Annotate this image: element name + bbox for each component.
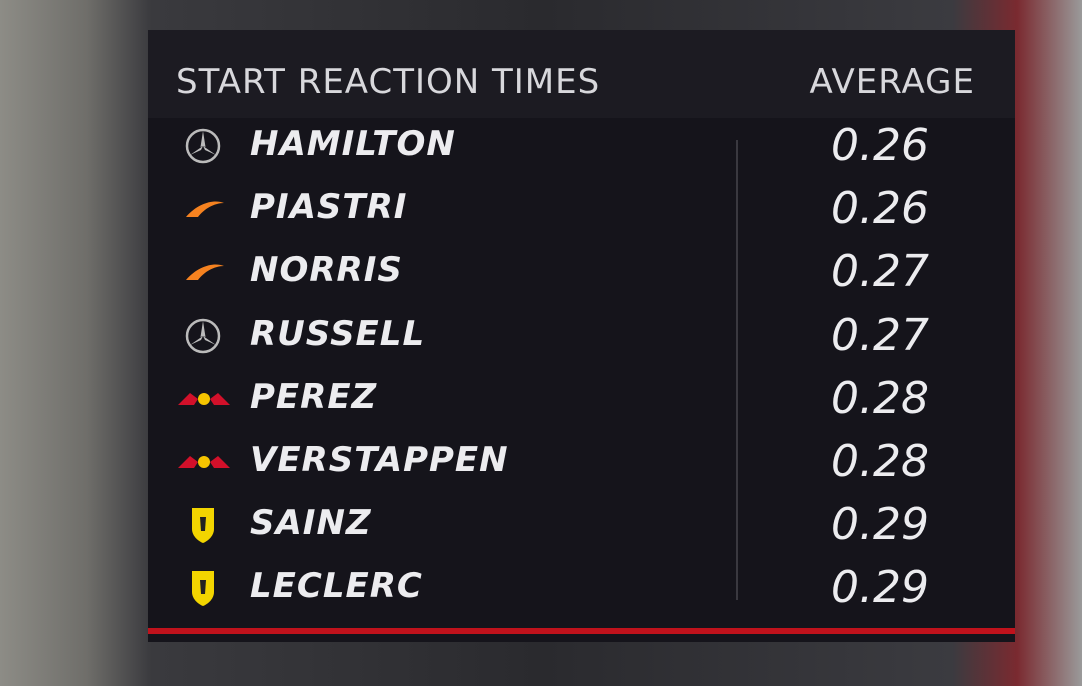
- driver: PIASTRI: [250, 187, 408, 227]
- average: 0.27: [831, 310, 929, 361]
- title: START REACTION TIMES: [176, 62, 601, 102]
- average: 0.26: [831, 120, 929, 171]
- driver: HAMILTON: [250, 124, 456, 164]
- header-band: [148, 30, 1015, 118]
- mclaren-icon: [186, 201, 224, 217]
- driver: VERSTAPPEN: [250, 440, 509, 480]
- divider: [736, 140, 738, 600]
- average: 0.28: [831, 436, 929, 487]
- driver: NORRIS: [250, 250, 403, 290]
- ferrari-icon: [192, 571, 214, 606]
- average: 0.29: [831, 562, 929, 613]
- average: 0.26: [831, 183, 929, 234]
- row: PIASTRI 0.26: [148, 179, 1015, 239]
- average: 0.28: [831, 373, 929, 424]
- column-header: AVERAGE: [809, 62, 975, 102]
- driver: LECLERC: [250, 566, 423, 606]
- mercedes-icon: [185, 128, 221, 164]
- driver: RUSSELL: [250, 314, 426, 354]
- row: HAMILTON 0.26: [148, 116, 1015, 176]
- red-line: [148, 628, 1015, 634]
- average: 0.29: [831, 499, 929, 550]
- red-bull-icon: [178, 393, 230, 405]
- row: RUSSELL 0.27: [148, 306, 1015, 366]
- panel: START REACTION TIMES AVERAGE HAMILTON 0.…: [148, 30, 1015, 642]
- row: LECLERC 0.29: [148, 558, 1015, 618]
- mercedes-icon: [185, 318, 221, 354]
- red-bull-icon: [178, 456, 230, 468]
- row: NORRIS 0.27: [148, 242, 1015, 302]
- mclaren-icon: [186, 264, 224, 280]
- ferrari-icon: [192, 508, 214, 543]
- row: PEREZ 0.28: [148, 369, 1015, 429]
- driver: SAINZ: [250, 503, 372, 543]
- average: 0.27: [831, 246, 929, 297]
- driver: PEREZ: [250, 377, 378, 417]
- row: SAINZ 0.29: [148, 495, 1015, 555]
- row: VERSTAPPEN 0.28: [148, 432, 1015, 492]
